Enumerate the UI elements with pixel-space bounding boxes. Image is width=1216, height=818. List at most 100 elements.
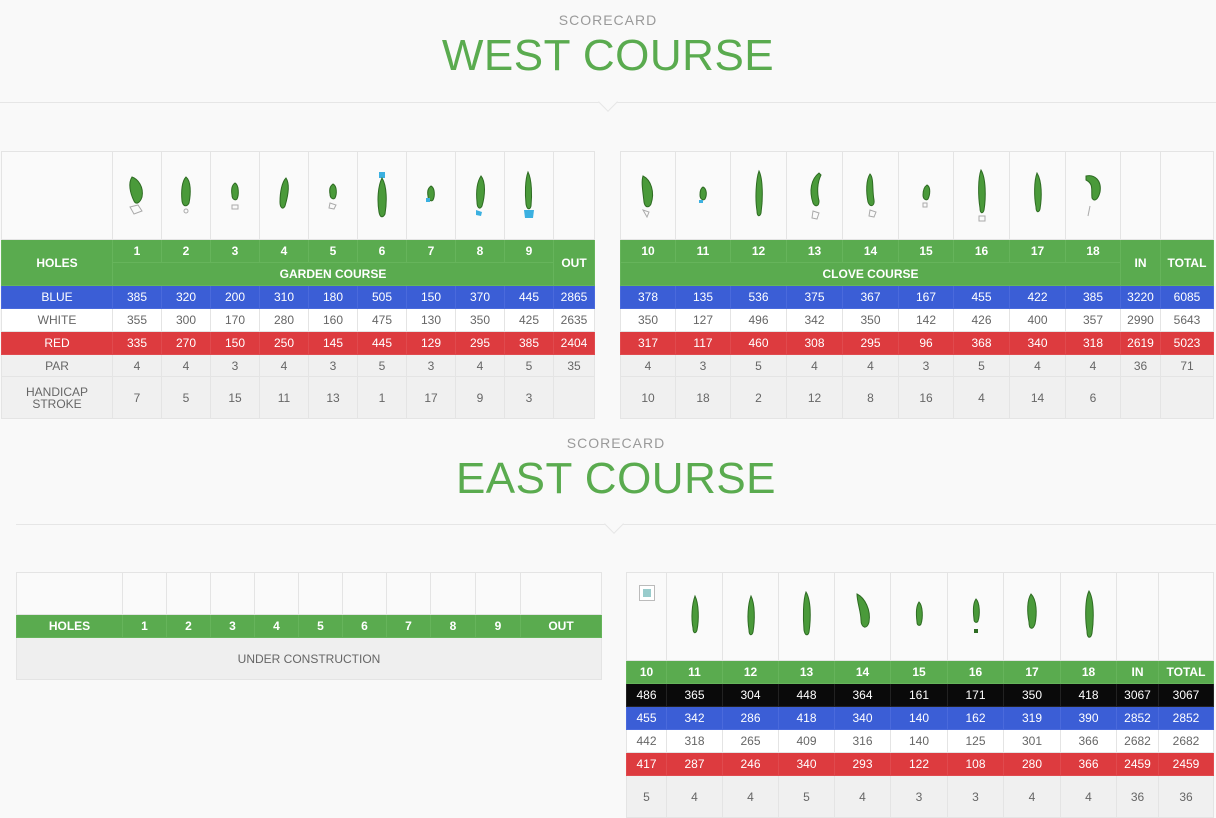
hole-12-map — [730, 151, 787, 240]
hole-number: 12 — [730, 239, 787, 263]
yardage: 342 — [666, 706, 723, 730]
par-row: PAR 4 4 3 4 3 5 3 4 5 35 — [1, 354, 595, 377]
yardage: 167 — [898, 285, 954, 309]
yardage: 385 — [504, 331, 554, 355]
yardage: 317 — [620, 331, 676, 355]
east-front-scorecard: HOLES 1 2 3 4 5 6 7 8 9 OUT UNDER CONSTR… — [16, 572, 602, 680]
handicap-label: HANDICAP STROKE — [1, 376, 113, 419]
hole-number: 15 — [890, 660, 948, 684]
yardage: 350 — [620, 308, 676, 332]
yardage: 385 — [112, 285, 162, 309]
out-label: OUT — [520, 614, 602, 638]
par-value: 3 — [210, 354, 260, 377]
white-tee-row: 350 127 496 342 350 142 426 400 357 2990… — [620, 308, 1214, 332]
east-title: EAST COURSE — [455, 454, 777, 503]
par-value: 4 — [455, 354, 505, 377]
yardage: 366 — [1060, 729, 1117, 753]
par-in: 36 — [1116, 775, 1159, 818]
par-value: 3 — [890, 775, 948, 818]
blank-cell — [1160, 376, 1214, 419]
hole-number: 17 — [1009, 239, 1066, 263]
yardage: 364 — [834, 683, 891, 707]
hole-15-map — [898, 151, 954, 240]
yardage: 171 — [947, 683, 1004, 707]
hole-number: 5 — [298, 614, 343, 638]
yardage: 390 — [1060, 706, 1117, 730]
fairway-icon — [972, 597, 980, 633]
fairway-icon — [1033, 171, 1042, 212]
yardage: 340 — [778, 752, 835, 776]
hole-6-map — [357, 151, 407, 240]
par-value: 4 — [722, 775, 779, 818]
par-row: 4 3 5 4 4 3 5 4 4 36 71 — [620, 354, 1214, 377]
hole-number: 13 — [786, 239, 843, 263]
yardage: 445 — [357, 331, 407, 355]
yardage: 536 — [730, 285, 787, 309]
hole-2-map — [166, 572, 211, 615]
yardage: 320 — [161, 285, 211, 309]
hole-number: 16 — [953, 239, 1010, 263]
yardage: 409 — [778, 729, 835, 753]
blank-cell — [16, 572, 123, 615]
yardage: 280 — [1003, 752, 1061, 776]
handicap-value: 14 — [1009, 376, 1066, 419]
yardage: 308 — [786, 331, 843, 355]
yardage: 460 — [730, 331, 787, 355]
yardage: 161 — [890, 683, 948, 707]
fairway-icon — [279, 176, 289, 209]
yardage: 418 — [778, 706, 835, 730]
handicap-row: HANDICAP STROKE 7 5 15 11 13 1 17 9 3 — [1, 376, 595, 419]
hole-16-map — [947, 572, 1004, 661]
grand-total: 2459 — [1158, 752, 1214, 776]
yardage: 160 — [308, 308, 358, 332]
hole-number: 2 — [166, 614, 211, 638]
par-value: 4 — [786, 354, 843, 377]
yardage: 366 — [1060, 752, 1117, 776]
in-total: 2619 — [1120, 331, 1161, 355]
yardage: 365 — [666, 683, 723, 707]
red-tee-row: 417 287 246 340 293 122 108 280 366 2459… — [626, 752, 1214, 776]
fairway-icon — [754, 169, 763, 216]
blank-cell — [1120, 151, 1161, 240]
grand-total: 3067 — [1158, 683, 1214, 707]
hole-number: 5 — [308, 239, 358, 263]
yardage: 135 — [675, 285, 731, 309]
hole-number: 10 — [626, 660, 667, 684]
yardage: 342 — [786, 308, 843, 332]
hole-16-map — [953, 151, 1010, 240]
in-total: 2852 — [1116, 706, 1159, 730]
yardage: 108 — [947, 752, 1004, 776]
fairway-icon — [377, 171, 387, 217]
hole-number: 1 — [112, 239, 162, 263]
yardage: 340 — [1009, 331, 1066, 355]
hole-number: 3 — [210, 239, 260, 263]
yardage: 310 — [259, 285, 309, 309]
yardage: 442 — [626, 729, 667, 753]
yardage: 304 — [722, 683, 779, 707]
yardage: 475 — [357, 308, 407, 332]
yardage: 357 — [1065, 308, 1121, 332]
hole-number: 14 — [842, 239, 899, 263]
in-total: 3067 — [1116, 683, 1159, 707]
yardage: 122 — [890, 752, 948, 776]
par-label: PAR — [1, 354, 113, 377]
blank-cell — [520, 572, 602, 615]
east-back-scorecard: 10 11 12 13 14 15 16 17 18 IN TOTAL 486 … — [626, 572, 1214, 818]
tee-label: BLUE — [1, 285, 113, 309]
fairway-icon — [129, 175, 143, 215]
hole-12-map — [722, 572, 779, 661]
course-name: GARDEN COURSE — [112, 262, 554, 286]
par-value: 4 — [1065, 354, 1121, 377]
blank-cell — [1158, 572, 1214, 661]
yardage: 445 — [504, 285, 554, 309]
hole-10-map — [626, 572, 667, 661]
fairway-icon — [690, 594, 699, 633]
blue-tee-row: BLUE 385 320 200 310 180 505 150 370 445… — [1, 285, 595, 309]
yardage: 486 — [626, 683, 667, 707]
hole-17-map — [1003, 572, 1061, 661]
handicap-value: 7 — [112, 376, 162, 419]
hole-10-map — [620, 151, 676, 240]
handicap-value: 6 — [1065, 376, 1121, 419]
grand-total: 6085 — [1160, 285, 1214, 309]
fairway-icon — [181, 175, 191, 213]
